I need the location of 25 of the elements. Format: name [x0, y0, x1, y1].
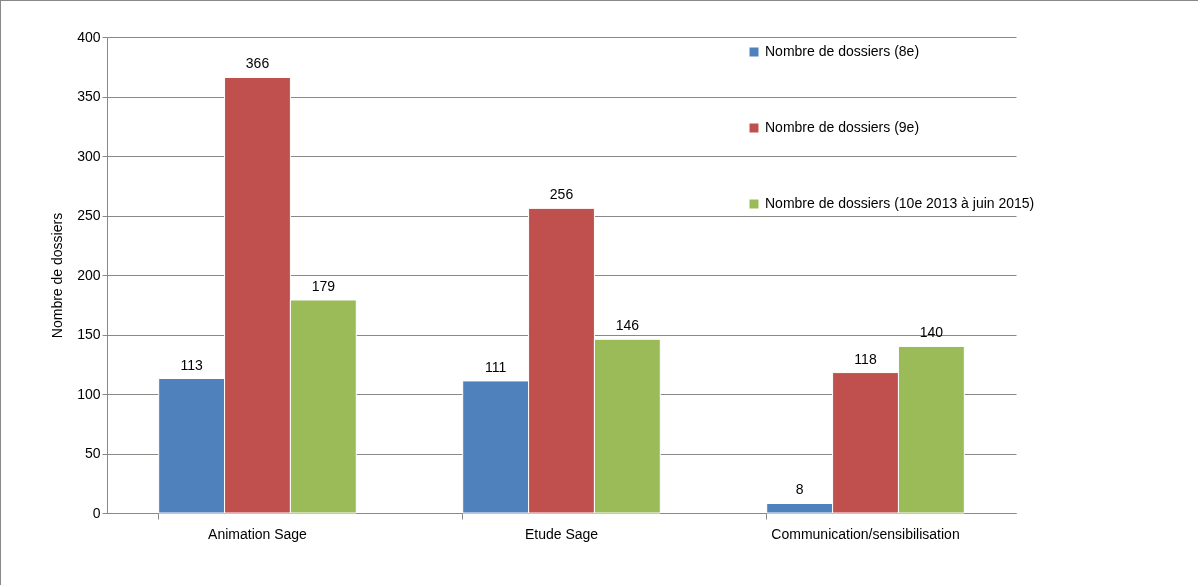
y-tick-label: 100 — [77, 385, 101, 402]
y-tick-label: 400 — [77, 28, 101, 45]
y-tick-label: 250 — [77, 207, 101, 223]
data-label: 111 — [484, 358, 507, 375]
data-label: 179 — [311, 277, 336, 294]
x-tick-label: Etude Sage — [524, 525, 599, 542]
x-tick-label: Animation Sage — [208, 525, 308, 542]
y-tick-label: 350 — [77, 88, 101, 104]
y-tick-label: 50 — [84, 445, 101, 461]
y-tick-label: 0 — [92, 504, 101, 521]
data-label: 113 — [180, 356, 203, 373]
data-label: 8 — [795, 481, 804, 498]
y-tick-label: 200 — [77, 266, 101, 283]
data-label: 146 — [615, 317, 640, 334]
data-label: 118 — [854, 350, 877, 367]
legend-label: Nombre de dossiers (8e) — [765, 43, 920, 59]
y-tick-label: 150 — [77, 326, 101, 342]
y-tick-label: 300 — [77, 147, 101, 164]
data-label: 366 — [245, 55, 270, 72]
x-tick-label: Communication/sensibilisation — [771, 525, 960, 542]
y-axis-title: Nombre de dossiers — [49, 212, 66, 339]
data-label: 256 — [549, 186, 574, 203]
legend-label: Nombre de dossiers (10e 2013 à juin 2015) — [765, 195, 1035, 211]
legend-label: Nombre de dossiers (9e) — [765, 119, 920, 135]
data-label: 140 — [919, 324, 944, 341]
